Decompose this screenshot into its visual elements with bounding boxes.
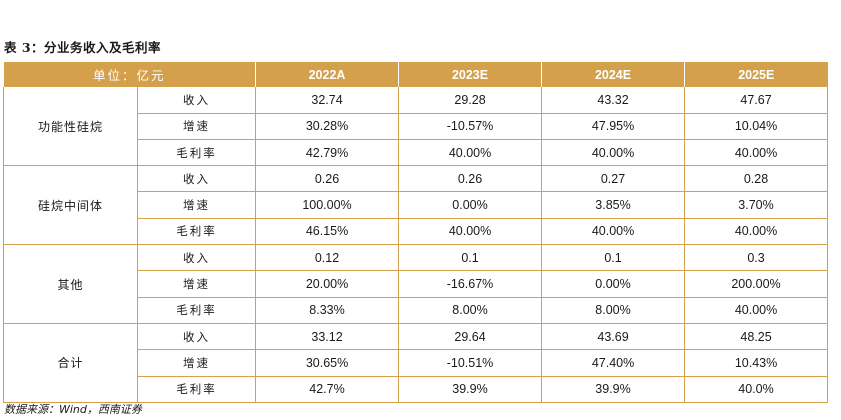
- metric-label: 增速: [137, 113, 257, 140]
- value-cell: 3.85%: [541, 191, 686, 219]
- table-row: 毛利率 46.15% 40.00% 40.00% 40.00%: [4, 218, 829, 246]
- value-cell: 10.43%: [684, 349, 829, 377]
- value-cell: 40.00%: [541, 218, 686, 246]
- value-cell: -10.51%: [398, 349, 543, 377]
- segment-name: 合计: [3, 323, 138, 403]
- table-row: 毛利率 42.79% 40.00% 40.00% 40.00%: [4, 139, 829, 167]
- value-cell: 42.7%: [255, 376, 400, 403]
- value-cell: 200.00%: [684, 270, 829, 298]
- metric-label: 毛利率: [137, 376, 257, 403]
- value-cell: 29.64: [398, 323, 543, 351]
- value-cell: 0.3: [684, 244, 829, 272]
- value-cell: 47.40%: [541, 349, 686, 377]
- metric-label: 收入: [137, 87, 257, 114]
- metric-label: 毛利率: [137, 218, 257, 246]
- value-cell: 39.9%: [541, 376, 686, 403]
- value-cell: 30.28%: [255, 113, 400, 140]
- table-row: 毛利率 8.33% 8.00% 8.00% 40.00%: [4, 297, 829, 324]
- value-cell: 40.00%: [684, 139, 829, 167]
- value-cell: 46.15%: [255, 218, 400, 246]
- value-cell: 30.65%: [255, 349, 400, 377]
- value-cell: 0.27: [541, 165, 686, 193]
- table-body: 功能性硅烷 收入 32.74 29.28 43.32 47.67 增速 30.28% -10.5…: [3, 87, 829, 403]
- metric-label: 毛利率: [137, 139, 257, 167]
- table-row: 硅烷中间体 收入 0.26 0.26 0.27 0.28: [3, 165, 829, 246]
- unit-header: 单位：亿元: [3, 62, 257, 88]
- value-cell: 3.70%: [684, 191, 829, 219]
- value-cell: 0.12: [255, 244, 400, 272]
- metric-label: 增速: [137, 349, 257, 377]
- table-row: 增速 30.28% -10.57% 47.95% 10.04%: [4, 113, 829, 140]
- value-cell: 40.00%: [398, 139, 543, 167]
- value-cell: 40.00%: [541, 139, 686, 167]
- value-cell: 100.00%: [255, 191, 400, 219]
- value-cell: 0.1: [541, 244, 686, 272]
- table-row: 增速 30.65% -10.51% 47.40% 10.43%: [4, 349, 829, 377]
- value-cell: 0.26: [255, 165, 400, 193]
- year-header: 2022A: [255, 62, 400, 88]
- value-cell: 40.0%: [684, 376, 829, 403]
- metric-label: 毛利率: [137, 297, 257, 324]
- value-cell: 40.00%: [398, 218, 543, 246]
- year-header: 2023E: [398, 62, 543, 88]
- metric-label: 增速: [137, 270, 257, 298]
- value-cell: 39.9%: [398, 376, 543, 403]
- year-header: 2024E: [541, 62, 686, 88]
- value-cell: 47.95%: [541, 113, 686, 140]
- value-cell: 40.00%: [684, 218, 829, 246]
- metric-label: 增速: [137, 191, 257, 219]
- table-row: 合计 收入 33.12 29.64 43.69 48.25: [3, 323, 829, 403]
- value-cell: -10.57%: [398, 113, 543, 140]
- metric-label: 收入: [137, 323, 257, 351]
- table-row: 增速 100.00% 0.00% 3.85% 3.70%: [4, 191, 829, 219]
- value-cell: -16.67%: [398, 270, 543, 298]
- segment-name: 其他: [3, 244, 138, 324]
- value-cell: 29.28: [398, 87, 543, 114]
- table-header-row: 单位：亿元 2022A 2023E 2024E 2025E: [3, 62, 828, 88]
- business-revenue-table: 单位：亿元 2022A 2023E 2024E 2025E 功能性硅烷 收入 32.…: [3, 62, 829, 403]
- year-header: 2025E: [684, 62, 828, 88]
- table-row: 毛利率 42.7% 39.9% 39.9% 40.0%: [4, 376, 829, 403]
- table-title: 表 3：分业务收入及毛利率: [4, 40, 162, 55]
- value-cell: 43.32: [541, 87, 686, 114]
- value-cell: 0.00%: [398, 191, 543, 219]
- value-cell: 20.00%: [255, 270, 400, 298]
- metric-label: 收入: [137, 165, 257, 193]
- value-cell: 0.1: [398, 244, 543, 272]
- value-cell: 48.25: [684, 323, 829, 351]
- table-row: 增速 20.00% -16.67% 0.00% 200.00%: [4, 270, 829, 298]
- value-cell: 0.28: [684, 165, 829, 193]
- value-cell: 0.00%: [541, 270, 686, 298]
- segment-name: 硅烷中间体: [3, 165, 138, 246]
- value-cell: 47.67: [684, 87, 829, 114]
- value-cell: 8.00%: [398, 297, 543, 324]
- value-cell: 10.04%: [684, 113, 829, 140]
- value-cell: 43.69: [541, 323, 686, 351]
- metric-label: 收入: [137, 244, 257, 272]
- value-cell: 42.79%: [255, 139, 400, 167]
- value-cell: 40.00%: [684, 297, 829, 324]
- table-row: 功能性硅烷 收入 32.74 29.28 43.32 47.67: [3, 87, 829, 167]
- source-note: 数据来源：Wind，西南证券: [4, 403, 142, 416]
- value-cell: 32.74: [255, 87, 400, 114]
- value-cell: 33.12: [255, 323, 400, 351]
- value-cell: 8.00%: [541, 297, 686, 324]
- value-cell: 0.26: [398, 165, 543, 193]
- value-cell: 8.33%: [255, 297, 400, 324]
- table-row: 其他 收入 0.12 0.1 0.1 0.3: [3, 244, 829, 324]
- segment-name: 功能性硅烷: [3, 87, 138, 167]
